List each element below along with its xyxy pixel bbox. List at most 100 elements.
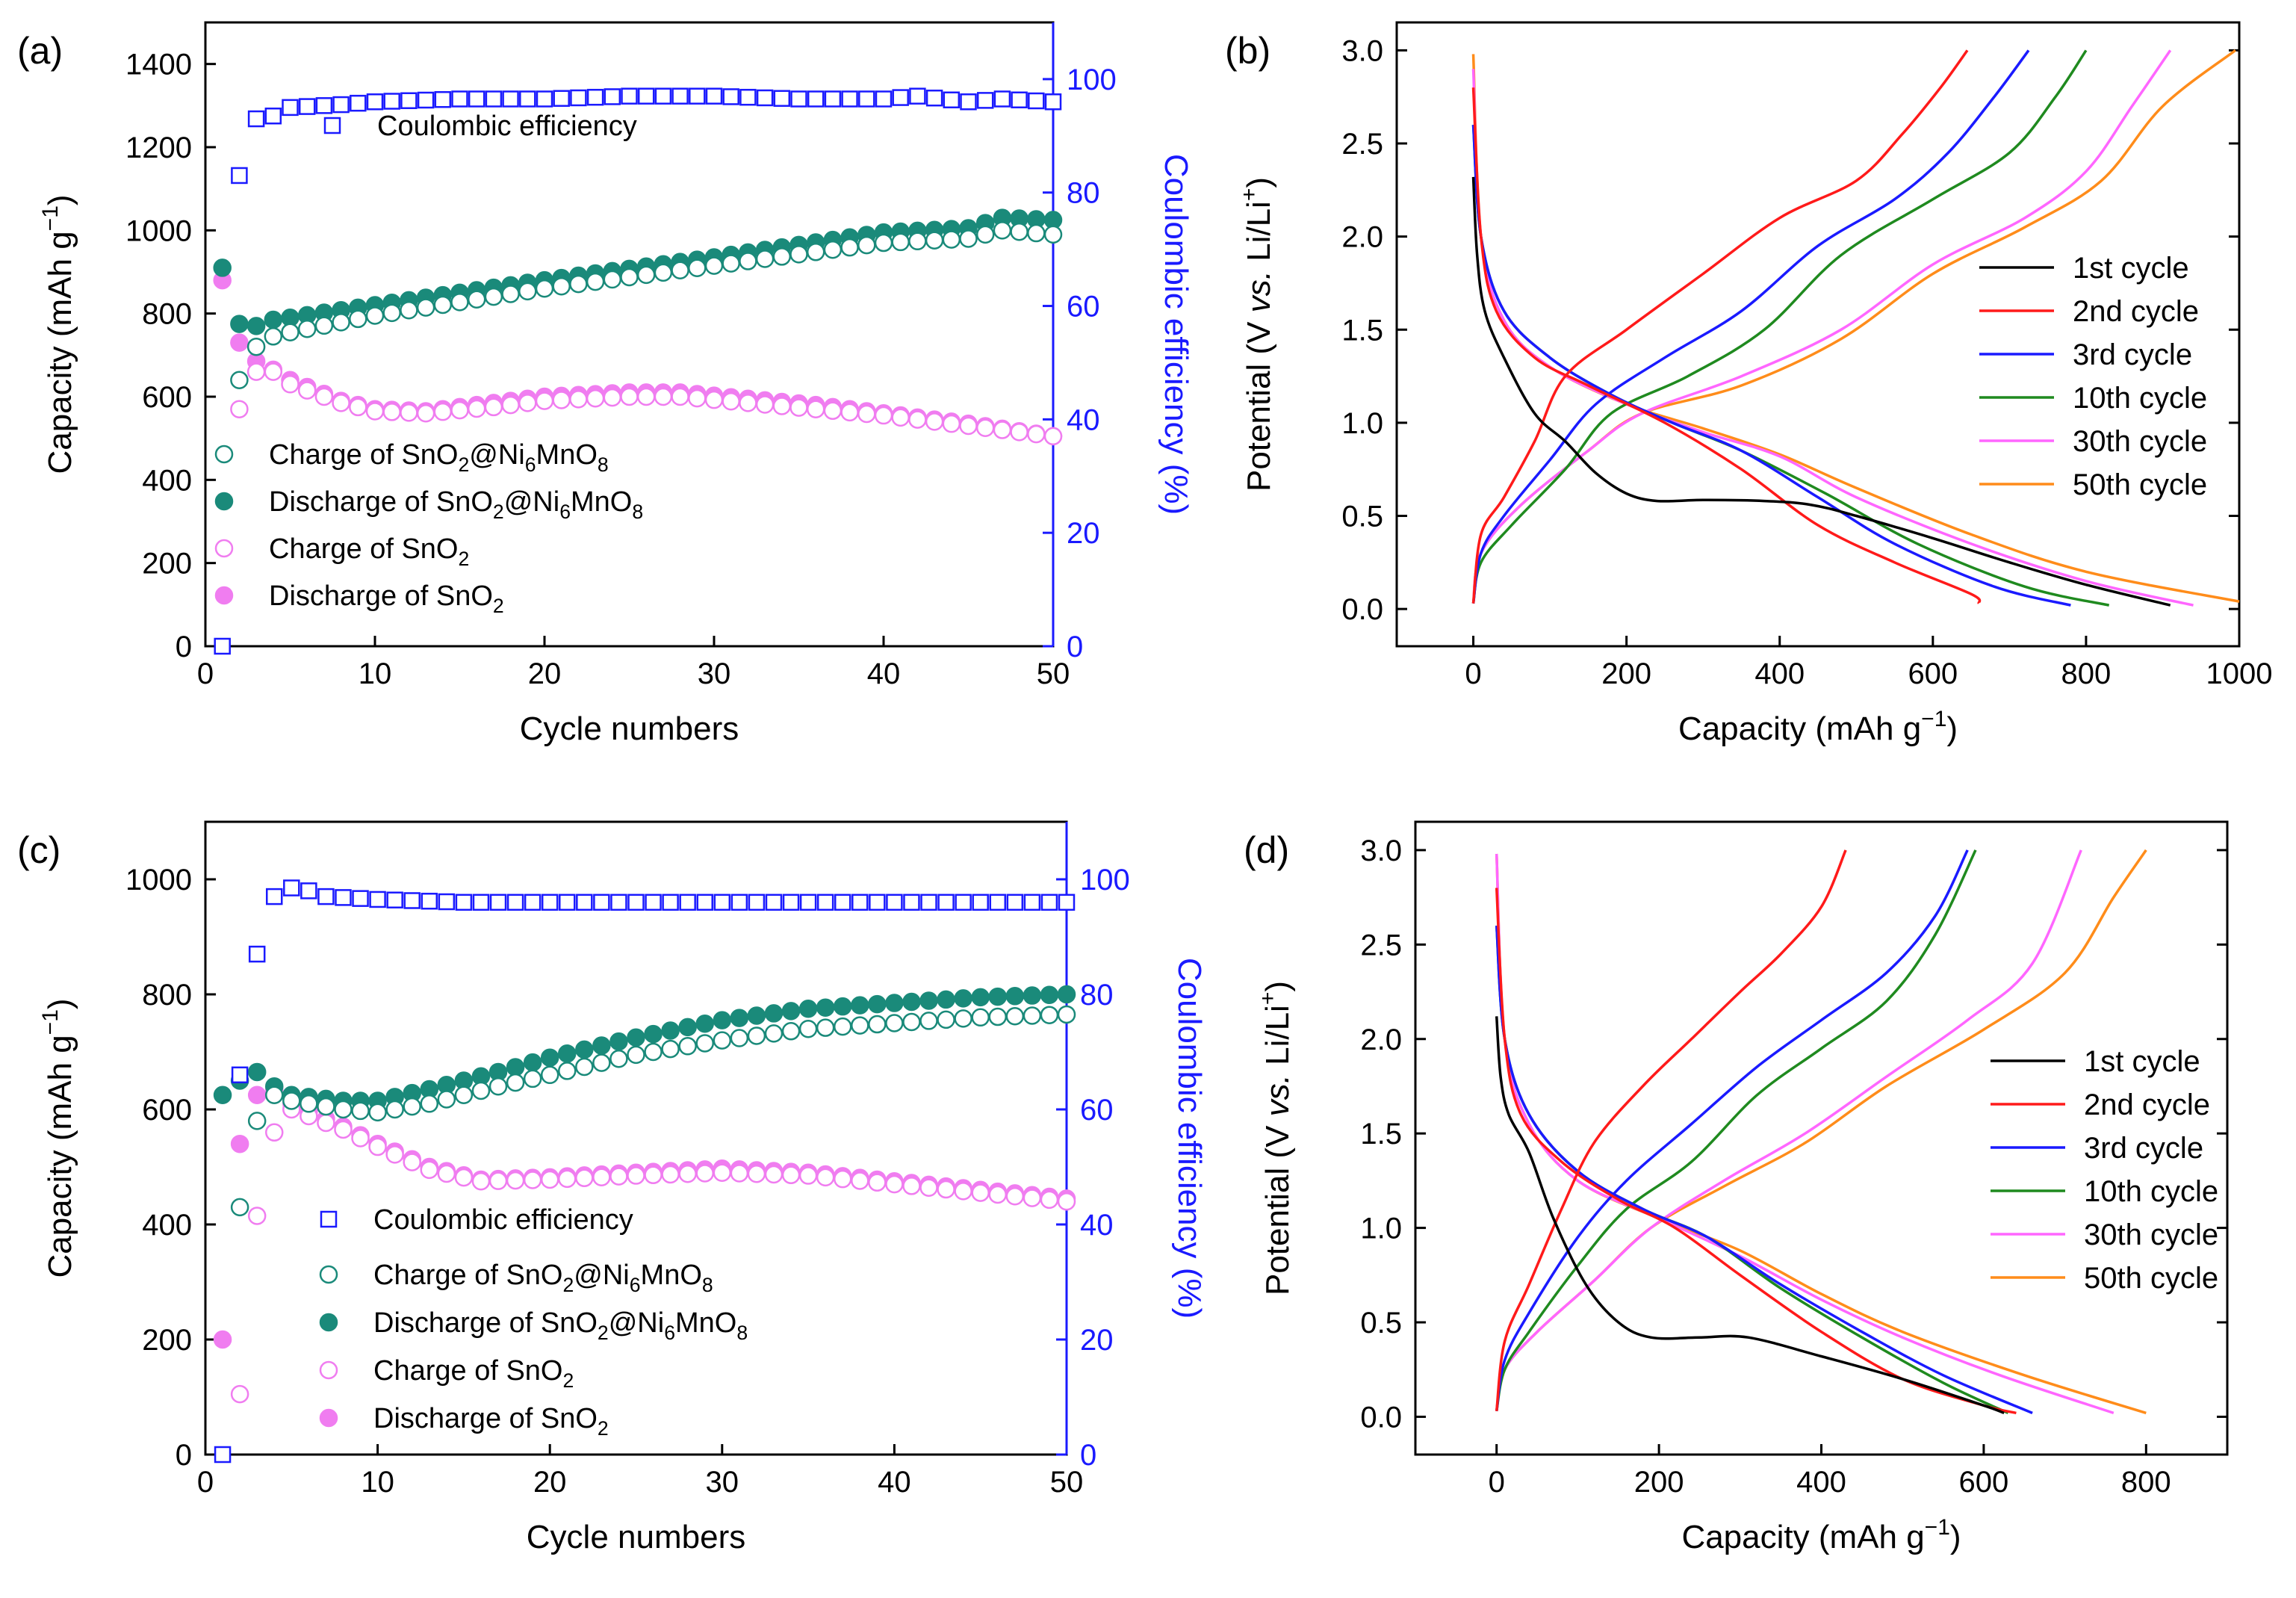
ce-marker <box>369 891 386 908</box>
x-tick-label: 0 <box>1465 657 1481 690</box>
charge-composite-marker <box>781 1022 801 1041</box>
legend-label: Discharge of SnO2@Ni6MnO8 <box>373 1307 748 1344</box>
charge-composite-marker <box>332 313 350 332</box>
charge-composite-marker <box>833 1017 852 1036</box>
legend-marker <box>214 492 234 511</box>
legend-label: 10th cycle <box>2084 1175 2218 1208</box>
charge-sno2-marker <box>437 1164 456 1183</box>
charge-composite-marker <box>450 293 469 312</box>
charge-sno2-marker <box>467 399 486 418</box>
legend-label: 50th cycle <box>2084 1262 2218 1295</box>
charge-composite-marker <box>382 303 401 323</box>
legend-marker <box>319 1313 338 1332</box>
ce-marker <box>1006 894 1024 911</box>
charge-composite-marker <box>857 235 876 255</box>
charge-composite-marker <box>730 1029 749 1047</box>
discharge-composite-marker <box>798 1000 818 1018</box>
legend-marker <box>214 445 234 464</box>
curve-discharge <box>1471 124 2071 607</box>
charge-composite-marker <box>416 298 435 317</box>
y2-tick-label: 80 <box>1067 177 1100 210</box>
charge-sno2-marker <box>230 400 249 418</box>
charge-sno2-marker <box>937 1180 955 1199</box>
charge-sno2-marker <box>678 1164 697 1183</box>
charge-sno2-marker <box>1005 1187 1025 1206</box>
ce-marker <box>903 894 920 911</box>
ce-marker <box>576 894 593 911</box>
charge-composite-marker <box>523 1069 542 1088</box>
curve-discharge <box>1495 1016 2005 1415</box>
charge-composite-marker <box>891 232 910 252</box>
y-tick-label: 2.0 <box>1341 221 1383 254</box>
charge-sno2-marker <box>747 1164 766 1183</box>
x-tick-label: 20 <box>528 657 562 690</box>
charge-sno2-marker <box>385 1145 404 1164</box>
charge-sno2-marker <box>609 1167 628 1186</box>
charge-sno2-marker <box>840 403 859 422</box>
charge-composite-marker <box>246 337 266 356</box>
ce-marker <box>352 890 369 907</box>
x-tick-label: 50 <box>1037 657 1070 690</box>
charge-sno2-marker <box>349 397 367 417</box>
ce-marker <box>976 92 994 109</box>
charge-composite-marker <box>772 247 792 266</box>
discharge-composite-marker <box>1040 985 1059 1005</box>
ce-marker <box>1011 91 1028 108</box>
ce-marker <box>834 894 851 911</box>
charge-sno2-marker <box>506 1171 525 1190</box>
y-axis-title: Potential (V vs. Li/Li+) <box>1237 177 1277 492</box>
discharge-sno2-marker <box>213 1330 232 1349</box>
ce-marker <box>524 894 542 911</box>
charge-composite-marker <box>1010 222 1028 241</box>
panel-a: 0 10 20 30 40 5002004006008001000120014000204… <box>17 21 1194 747</box>
charge-composite-marker <box>654 263 673 282</box>
charge-sno2-marker <box>314 387 334 406</box>
ce-marker <box>654 87 672 105</box>
curve-discharge <box>1495 925 2009 1414</box>
x-tick-label: 600 <box>1959 1466 2009 1499</box>
charge-composite-marker <box>609 1049 628 1068</box>
x-tick-label: 30 <box>706 1466 739 1499</box>
y-tick-label: 1000 <box>125 214 192 247</box>
y-tick-label: 3.0 <box>1360 834 1402 867</box>
legend-marker <box>319 1265 338 1284</box>
charge-composite-marker <box>437 1090 456 1109</box>
discharge-composite-marker <box>230 315 249 333</box>
panel-d: 0 200 400 600 800 0.0 0.5 1.0 1.5 2.0 2.5 3.0 (d) Cap… <box>1244 820 2229 1555</box>
ce-marker <box>892 89 909 106</box>
ce-marker <box>586 88 604 106</box>
discharge-composite-marker <box>988 987 1008 1006</box>
legend-ce-label: Coulombic efficiency <box>377 111 637 142</box>
charge-composite-marker <box>908 232 927 251</box>
curve-charge <box>1471 49 2172 604</box>
charge-sno2-marker <box>833 1169 852 1189</box>
ce-marker <box>485 90 503 108</box>
ce-marker <box>782 894 800 911</box>
charge-sno2-marker <box>1023 1189 1042 1207</box>
y-axis-title: Capacity (mAh g−1) <box>38 194 78 474</box>
discharge-composite-marker <box>885 994 904 1012</box>
y2-tick-label: 0 <box>1067 631 1083 663</box>
ce-marker <box>455 894 473 911</box>
charge-composite-marker <box>747 1026 766 1045</box>
charge-sno2-marker <box>420 1160 439 1180</box>
charge-sno2-marker <box>552 391 571 409</box>
discharge-composite-marker <box>644 1024 663 1044</box>
ce-marker <box>593 894 610 911</box>
discharge-composite-marker <box>523 1053 542 1072</box>
charge-composite-marker <box>1023 1006 1042 1025</box>
y2-tick-label: 100 <box>1067 64 1117 96</box>
charge-composite-marker <box>764 1024 784 1043</box>
x-tick-label: 800 <box>2061 657 2112 690</box>
x-tick-label: 10 <box>359 657 392 690</box>
ce-marker <box>350 94 367 112</box>
discharge-composite-marker <box>851 996 869 1015</box>
plot-frame <box>1395 21 2241 648</box>
charge-sno2-marker <box>627 1166 645 1185</box>
curve-discharge <box>1471 87 1982 604</box>
charge-composite-marker <box>281 323 300 341</box>
ce-marker <box>214 1446 232 1464</box>
panel-label: (c) <box>17 829 60 871</box>
y-tick-label: 0 <box>176 1439 192 1472</box>
panel-label: (d) <box>1244 829 1289 871</box>
